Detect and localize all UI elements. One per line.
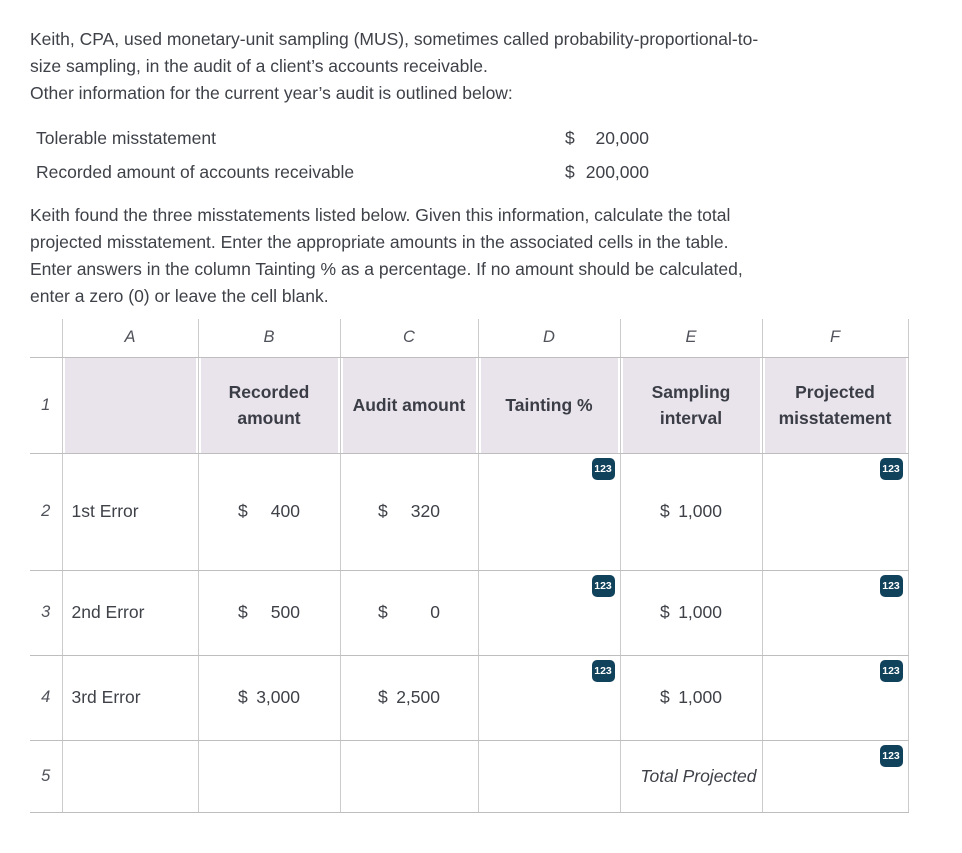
currency-symbol: $ [565,161,575,182]
currency-symbol: $ [378,602,388,622]
answer-spreadsheet: A B C D E F 1 Recorded amount Audit amou… [30,319,909,813]
amount: 0 [430,602,440,622]
amount: 400 [270,501,300,521]
amount: 320 [410,501,440,521]
projected-misstatement-input-cell[interactable]: 123 [762,570,909,656]
tainting-percent-input-cell[interactable]: 123 [478,453,621,571]
currency-symbol: $ [565,127,575,148]
amount: 3,000 [256,687,300,707]
intro-line: Keith, CPA, used monetary-unit sampling … [30,29,759,49]
column-letter-f: F [762,319,909,358]
row-number: 2 [30,453,63,571]
currency-symbol: $ [660,602,670,622]
empty-cell [198,740,341,813]
currency-symbol: $ [238,501,248,521]
table-row-1st-error: 2 1st Error $400 $320 123 $1,000 123 [30,453,909,571]
header-cell-tainting-percent: Tainting % [478,357,621,454]
currency-symbol: $ [378,501,388,521]
table-header-row: 1 Recorded amount Audit amount Tainting … [30,357,909,454]
table-row-2nd-error: 3 2nd Error $500 $0 123 $1,000 123 [30,570,909,656]
projected-misstatement-input-cell[interactable]: 123 [762,655,909,741]
row-number: 5 [30,740,63,813]
fact-value: $ 200,000 [565,162,649,183]
numeric-input-icon[interactable]: 123 [591,457,615,480]
intro-paragraph: Keith, CPA, used monetary-unit sampling … [30,26,942,107]
instructions-line: Enter answers in the column Tainting % a… [30,259,743,279]
tainting-percent-input-cell[interactable]: 123 [478,655,621,741]
amount: 1,000 [678,687,722,707]
header-cell-sampling-interval: Sampling interval [620,357,763,454]
facts-list: Tolerable misstatement $ 20,000 Recorded… [36,121,942,189]
page-content: Keith, CPA, used monetary-unit sampling … [30,26,942,813]
recorded-amount-cell: $400 [198,453,341,571]
projected-misstatement-input-cell[interactable]: 123 [762,453,909,571]
table-row-3rd-error: 4 3rd Error $3,000 $2,500 123 $1,000 123 [30,655,909,741]
instructions-line: projected misstatement. Enter the approp… [30,232,729,252]
empty-cell [340,740,479,813]
amount: 1,000 [678,501,722,521]
sampling-interval-cell: $1,000 [620,655,763,741]
column-letters-row: A B C D E F [30,319,909,358]
recorded-amount-cell: $3,000 [198,655,341,741]
table-row-total: 5 Total Projected 123 [30,740,909,813]
header-cell-audit-amount: Audit amount [340,357,479,454]
column-letter-a: A [62,319,199,358]
currency-symbol: $ [660,501,670,521]
numeric-input-icon[interactable]: 123 [591,574,615,597]
error-label-cell: 1st Error [62,453,199,571]
numeric-input-icon[interactable]: 123 [879,457,903,480]
empty-cell [62,740,199,813]
column-letter-e: E [620,319,763,358]
instructions-line: enter a zero (0) or leave the cell blank… [30,286,329,306]
amount: 2,500 [396,687,440,707]
numeric-input-icon[interactable]: 123 [879,659,903,682]
currency-symbol: $ [378,687,388,707]
intro-line: Other information for the current year’s… [30,83,513,103]
row-number: 3 [30,570,63,656]
column-letter-b: B [198,319,341,358]
sampling-interval-cell: $1,000 [620,453,763,571]
currency-symbol: $ [238,602,248,622]
fact-value: $ 20,000 [565,128,649,149]
row-number: 4 [30,655,63,741]
currency-symbol: $ [660,687,670,707]
currency-symbol: $ [238,687,248,707]
instructions-paragraph: Keith found the three misstatements list… [30,202,942,310]
column-letter-c: C [340,319,479,358]
column-letter-d: D [478,319,621,358]
numeric-input-icon[interactable]: 123 [591,659,615,682]
audit-amount-cell: $2,500 [340,655,479,741]
audit-amount-cell: $320 [340,453,479,571]
empty-cell [478,740,621,813]
fact-label: Tolerable misstatement [36,127,216,148]
recorded-amount-cell: $500 [198,570,341,656]
error-label-cell: 2nd Error [62,570,199,656]
audit-amount-cell: $0 [340,570,479,656]
amount: 500 [270,602,300,622]
numeric-input-icon[interactable]: 123 [879,574,903,597]
fact-label: Recorded amount of accounts receivable [36,161,355,182]
corner-cell [30,319,63,358]
numeric-input-icon[interactable]: 123 [879,744,903,767]
fact-amount: 200,000 [585,161,649,182]
tainting-percent-input-cell[interactable]: 123 [478,570,621,656]
intro-line: size sampling, in the audit of a client’… [30,56,488,76]
header-cell-a [62,357,199,454]
instructions-line: Keith found the three misstatements list… [30,205,731,225]
total-projected-input-cell[interactable]: 123 [762,740,909,813]
header-cell-recorded-amount: Recorded amount [198,357,341,454]
fact-row-tolerable-misstatement: Tolerable misstatement $ 20,000 [36,121,942,155]
error-label-cell: 3rd Error [62,655,199,741]
row-number: 1 [30,357,63,454]
sampling-interval-cell: $1,000 [620,570,763,656]
amount: 1,000 [678,602,722,622]
fact-amount: 20,000 [595,127,649,148]
total-projected-label-cell: Total Projected [620,740,763,813]
header-cell-projected-misstatement: Projected misstatement [762,357,909,454]
fact-row-recorded-amount: Recorded amount of accounts receivable $… [36,155,942,189]
